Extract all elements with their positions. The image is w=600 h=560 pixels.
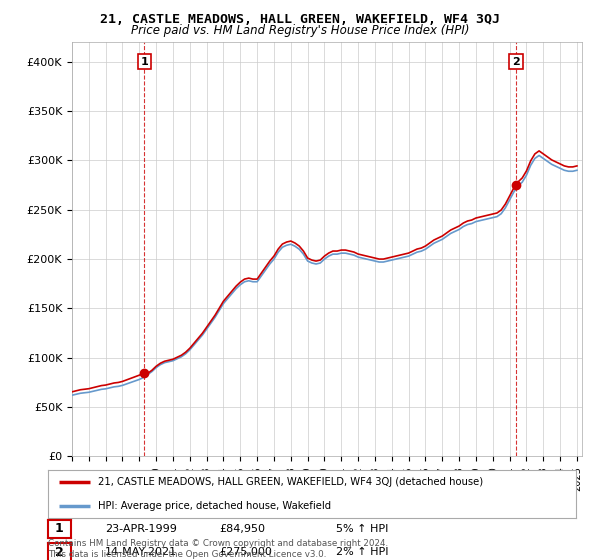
Text: 5% ↑ HPI: 5% ↑ HPI <box>336 524 388 534</box>
Text: 1: 1 <box>55 522 64 535</box>
Text: 23-APR-1999: 23-APR-1999 <box>105 524 177 534</box>
Text: 21, CASTLE MEADOWS, HALL GREEN, WAKEFIELD, WF4 3QJ (detached house): 21, CASTLE MEADOWS, HALL GREEN, WAKEFIEL… <box>98 477 483 487</box>
Text: 2: 2 <box>55 546 64 559</box>
Text: Price paid vs. HM Land Registry's House Price Index (HPI): Price paid vs. HM Land Registry's House … <box>131 24 469 37</box>
Text: HPI: Average price, detached house, Wakefield: HPI: Average price, detached house, Wake… <box>98 501 331 511</box>
Text: 2% ↑ HPI: 2% ↑ HPI <box>336 548 389 557</box>
Text: 21, CASTLE MEADOWS, HALL GREEN, WAKEFIELD, WF4 3QJ: 21, CASTLE MEADOWS, HALL GREEN, WAKEFIEL… <box>100 13 500 26</box>
Text: 1: 1 <box>140 57 148 67</box>
Text: Contains HM Land Registry data © Crown copyright and database right 2024.
This d: Contains HM Land Registry data © Crown c… <box>48 539 388 559</box>
Text: 2: 2 <box>512 57 520 67</box>
Text: £275,000: £275,000 <box>219 548 272 557</box>
Text: 14-MAY-2021: 14-MAY-2021 <box>105 548 177 557</box>
Text: £84,950: £84,950 <box>219 524 265 534</box>
